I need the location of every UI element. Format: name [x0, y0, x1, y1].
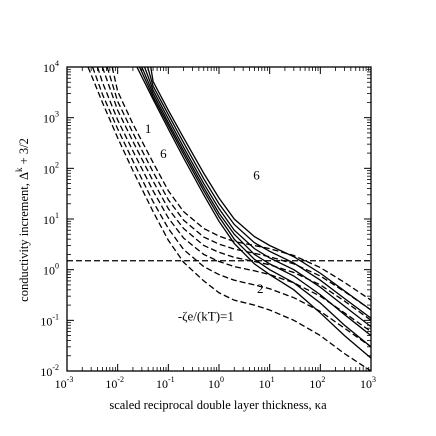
series-line-7	[87, 67, 371, 371]
curve-annotation-5: -ζe/(kT)=1	[178, 308, 234, 323]
curve-annotation-3: 6	[253, 168, 260, 183]
curve-annotation-4: 2	[257, 281, 264, 296]
y-axis-label-text: conductivity increment, Δ	[17, 172, 31, 302]
y-tick-label-7: 104	[43, 59, 59, 75]
series-line-5	[146, 67, 371, 319]
y-axis-label-tail: + 3/2	[17, 138, 31, 167]
y-tick-label-3: 100	[43, 262, 59, 278]
series-line-8	[91, 67, 371, 348]
y-tick-label-2: 10-1	[40, 312, 59, 328]
y-tick-label-5: 102	[43, 160, 59, 176]
x-tick-label-6: 102	[309, 375, 325, 391]
curve-annotation-1: 1	[145, 121, 152, 136]
y-tick-label-1: 10-2	[40, 363, 59, 379]
plot-frame	[66, 66, 372, 372]
x-axis-label: scaled reciprocal double layer thickness…	[109, 398, 327, 412]
series-line-9	[96, 67, 371, 333]
series-line-12	[111, 67, 371, 301]
x-tick-label-3: 10-1	[156, 375, 175, 391]
x-tick-label-5: 101	[259, 375, 275, 391]
x-tick-label-1: 10-3	[55, 375, 74, 391]
x-tick-label-4: 100	[208, 375, 224, 391]
x-tick-label-7: 103	[360, 375, 376, 391]
series-line-10	[101, 67, 371, 321]
series-line-4	[143, 67, 371, 328]
y-tick-label-6: 103	[43, 110, 59, 126]
series-line-1	[136, 67, 371, 359]
series-line-2	[138, 67, 371, 348]
axes-layer: 10-3 10-2 10-1 100 101 102 10310-210-110010110…	[40, 59, 376, 391]
x-tick-label-2: 10-2	[105, 375, 124, 391]
curve-annotation-2: 6	[160, 146, 167, 161]
series-line-3	[141, 67, 371, 337]
y-axis-label: conductivity increment, Δk + 3/2	[14, 138, 31, 302]
series-line-6	[150, 67, 371, 311]
series-line-11	[106, 67, 371, 311]
series-layer	[67, 67, 371, 371]
y-axis-label-sup: k	[14, 167, 24, 172]
y-tick-label-4: 101	[43, 211, 59, 227]
